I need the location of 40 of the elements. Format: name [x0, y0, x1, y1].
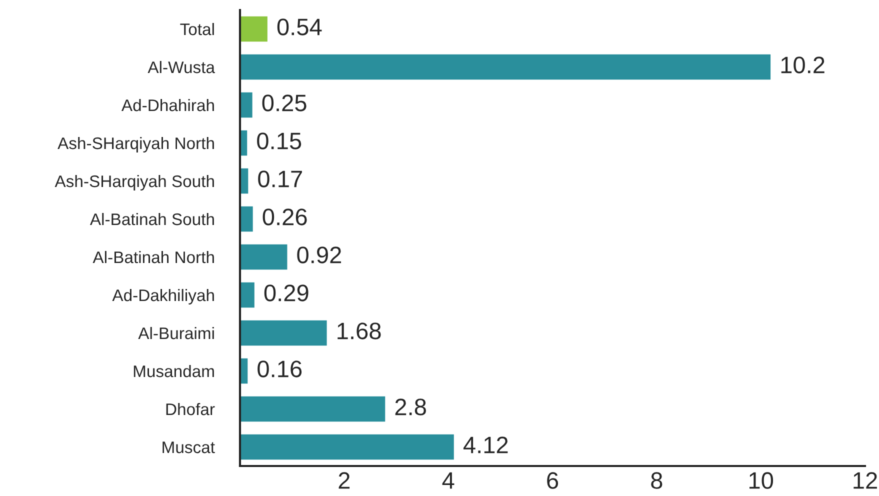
bar: [240, 395, 387, 423]
bar: [240, 243, 289, 271]
x-tick-label: 12: [854, 472, 877, 489]
y-tick-label: Ash-SHarqiyah North: [58, 136, 214, 152]
data-label: 0.15: [257, 132, 302, 150]
data-label: 4.12: [463, 436, 508, 454]
x-tick-label: 10: [750, 472, 774, 489]
bar: [240, 91, 254, 119]
bar: [240, 53, 772, 81]
y-tick-label: Al-Wusta: [148, 60, 215, 74]
y-tick-label: Al-Batinah South: [90, 212, 214, 226]
y-tick-label: Ash-SHarqiyah South: [54, 174, 214, 190]
data-label: 0.25: [262, 94, 306, 112]
bar: [240, 433, 456, 461]
y-tick-label: Dhofar: [166, 402, 215, 416]
data-label: 0.92: [297, 246, 342, 264]
y-tick-label: Al-Batinah North: [92, 250, 214, 264]
data-label: 0.26: [262, 208, 307, 226]
x-tick-label: 8: [651, 472, 662, 489]
data-label: 1.68: [338, 322, 381, 340]
data-label: 0.16: [258, 360, 302, 378]
x-tick-label: 4: [442, 472, 454, 489]
bar: [240, 205, 254, 233]
x-tick-label: 2: [338, 472, 350, 489]
y-tick-label: Musandam: [134, 364, 214, 378]
data-label: 2.8: [395, 398, 426, 416]
data-label: 0.17: [258, 170, 302, 188]
y-tick-label: Al-Buraimi: [138, 326, 214, 340]
bar: [240, 281, 256, 309]
data-label: 10.2: [781, 56, 824, 74]
bar: [240, 167, 250, 195]
bar: [240, 15, 269, 43]
x-tick-label: 6: [547, 472, 558, 489]
y-tick-label: Muscat: [162, 442, 215, 454]
data-label: 0.54: [277, 18, 322, 36]
y-tick-label: Ad-Dakhiliyah: [112, 288, 214, 304]
data-label: 0.29: [264, 284, 308, 302]
y-tick-label: Total: [180, 22, 214, 36]
bar: [240, 319, 328, 347]
y-tick-label: Ad-Dhahirah: [121, 98, 214, 112]
